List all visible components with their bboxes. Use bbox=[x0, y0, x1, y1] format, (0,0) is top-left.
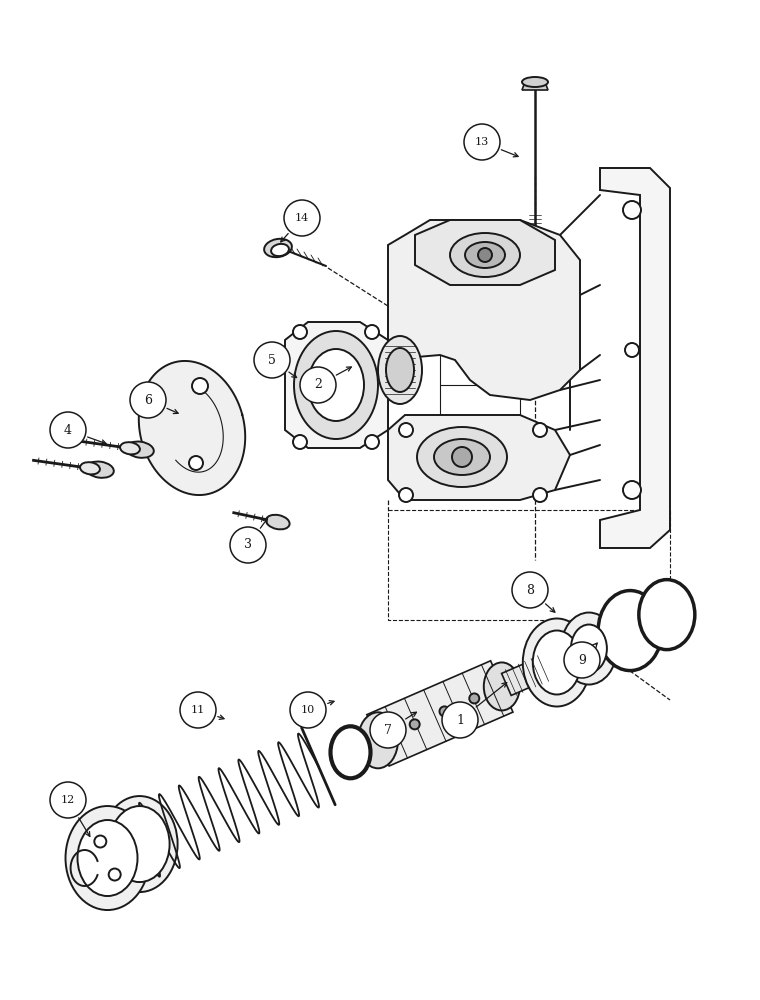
Ellipse shape bbox=[533, 631, 581, 695]
Ellipse shape bbox=[294, 331, 378, 439]
Circle shape bbox=[399, 423, 413, 437]
Ellipse shape bbox=[80, 462, 100, 474]
Text: 5: 5 bbox=[268, 354, 276, 366]
Ellipse shape bbox=[271, 244, 289, 256]
Polygon shape bbox=[285, 322, 388, 448]
Ellipse shape bbox=[308, 349, 364, 421]
Ellipse shape bbox=[120, 442, 140, 454]
Ellipse shape bbox=[264, 239, 292, 257]
Circle shape bbox=[254, 342, 290, 378]
Circle shape bbox=[192, 378, 208, 394]
Ellipse shape bbox=[598, 591, 662, 671]
Circle shape bbox=[464, 124, 500, 160]
Ellipse shape bbox=[561, 613, 617, 685]
Text: 7: 7 bbox=[384, 724, 392, 736]
Text: 6: 6 bbox=[144, 393, 152, 406]
Ellipse shape bbox=[434, 439, 490, 475]
Circle shape bbox=[50, 412, 86, 448]
Circle shape bbox=[365, 325, 379, 339]
Ellipse shape bbox=[86, 462, 114, 478]
Text: 10: 10 bbox=[301, 705, 315, 715]
Circle shape bbox=[50, 782, 86, 818]
Circle shape bbox=[625, 343, 639, 357]
Circle shape bbox=[290, 692, 326, 728]
Ellipse shape bbox=[266, 515, 290, 529]
Ellipse shape bbox=[102, 796, 178, 892]
Polygon shape bbox=[367, 661, 513, 766]
Circle shape bbox=[109, 869, 121, 881]
Polygon shape bbox=[502, 653, 557, 695]
Ellipse shape bbox=[484, 662, 520, 710]
Circle shape bbox=[439, 706, 449, 716]
Circle shape bbox=[399, 488, 413, 502]
Circle shape bbox=[300, 367, 336, 403]
Text: 11: 11 bbox=[191, 705, 205, 715]
Ellipse shape bbox=[571, 625, 607, 673]
Circle shape bbox=[442, 702, 478, 738]
Circle shape bbox=[469, 693, 480, 703]
Polygon shape bbox=[600, 168, 670, 548]
Polygon shape bbox=[388, 415, 570, 500]
Text: 3: 3 bbox=[244, 538, 252, 552]
Circle shape bbox=[452, 447, 472, 467]
Circle shape bbox=[189, 456, 203, 470]
Ellipse shape bbox=[126, 442, 154, 458]
Ellipse shape bbox=[378, 336, 422, 404]
Circle shape bbox=[365, 435, 379, 449]
Circle shape bbox=[180, 692, 216, 728]
Ellipse shape bbox=[109, 806, 169, 882]
Ellipse shape bbox=[78, 820, 138, 896]
Circle shape bbox=[512, 572, 548, 608]
Circle shape bbox=[230, 527, 266, 563]
Circle shape bbox=[94, 836, 106, 848]
Ellipse shape bbox=[639, 580, 695, 650]
Circle shape bbox=[623, 481, 641, 499]
Ellipse shape bbox=[358, 712, 398, 768]
Ellipse shape bbox=[522, 77, 548, 87]
Ellipse shape bbox=[523, 619, 591, 707]
Polygon shape bbox=[415, 220, 555, 285]
Text: 2: 2 bbox=[314, 378, 322, 391]
Ellipse shape bbox=[450, 233, 520, 277]
Ellipse shape bbox=[331, 726, 370, 778]
Text: 9: 9 bbox=[578, 654, 586, 666]
Text: 1: 1 bbox=[456, 714, 464, 726]
Text: 14: 14 bbox=[295, 213, 309, 223]
Circle shape bbox=[533, 488, 547, 502]
Circle shape bbox=[130, 382, 166, 418]
Ellipse shape bbox=[465, 242, 505, 268]
Text: 13: 13 bbox=[475, 137, 489, 147]
Circle shape bbox=[623, 201, 641, 219]
Circle shape bbox=[533, 423, 547, 437]
Ellipse shape bbox=[386, 348, 414, 392]
Circle shape bbox=[370, 712, 406, 748]
Ellipse shape bbox=[417, 427, 507, 487]
Circle shape bbox=[284, 200, 320, 236]
Polygon shape bbox=[388, 220, 580, 400]
Circle shape bbox=[410, 719, 420, 729]
Ellipse shape bbox=[65, 806, 150, 910]
Text: 8: 8 bbox=[526, 584, 534, 596]
Polygon shape bbox=[522, 82, 548, 90]
Circle shape bbox=[293, 435, 307, 449]
Polygon shape bbox=[139, 361, 245, 495]
Circle shape bbox=[478, 248, 492, 262]
Circle shape bbox=[293, 325, 307, 339]
Text: 12: 12 bbox=[61, 795, 75, 805]
Text: 4: 4 bbox=[64, 424, 72, 436]
Circle shape bbox=[564, 642, 600, 678]
